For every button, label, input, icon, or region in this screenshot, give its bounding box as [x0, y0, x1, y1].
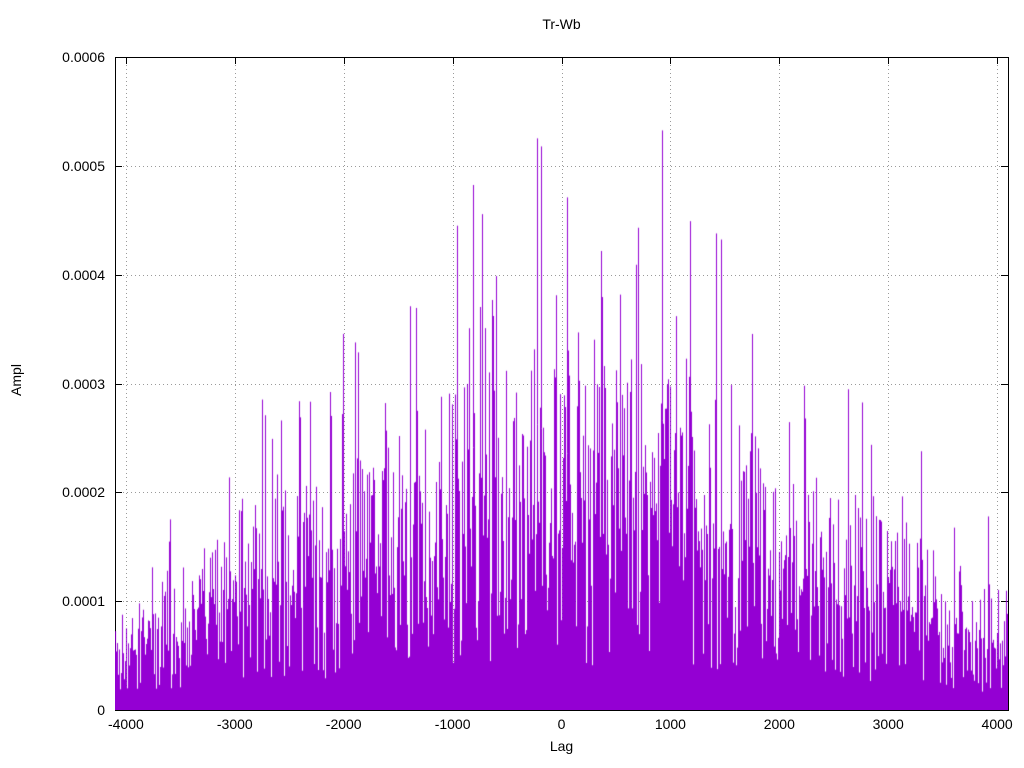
x-tick-label: -1000 — [434, 716, 471, 732]
x-axis-label: Lag — [549, 738, 574, 754]
x-tick-label: -2000 — [325, 716, 362, 732]
chart-title: Tr-Wb — [542, 16, 581, 32]
y-tick-label: 0.0004 — [62, 266, 105, 283]
x-tick-label: 3000 — [872, 716, 904, 732]
x-tick-label: 0 — [557, 716, 566, 732]
y-tick-label: 0.0006 — [62, 49, 105, 65]
y-tick-label: 0 — [97, 702, 105, 718]
y-tick-label: 0.0003 — [62, 375, 105, 392]
x-tick-label: -3000 — [216, 716, 253, 732]
x-tick-label: 4000 — [981, 716, 1013, 732]
x-tick-label: 1000 — [654, 716, 686, 732]
x-tick-label: 2000 — [763, 716, 795, 732]
x-tick-label: -4000 — [107, 716, 144, 732]
y-tick-label: 0.0001 — [62, 593, 105, 610]
y-tick-label: 0.0002 — [62, 484, 105, 501]
plot-series-canvas — [115, 57, 1008, 710]
y-tick-label: 0.0005 — [62, 157, 105, 174]
